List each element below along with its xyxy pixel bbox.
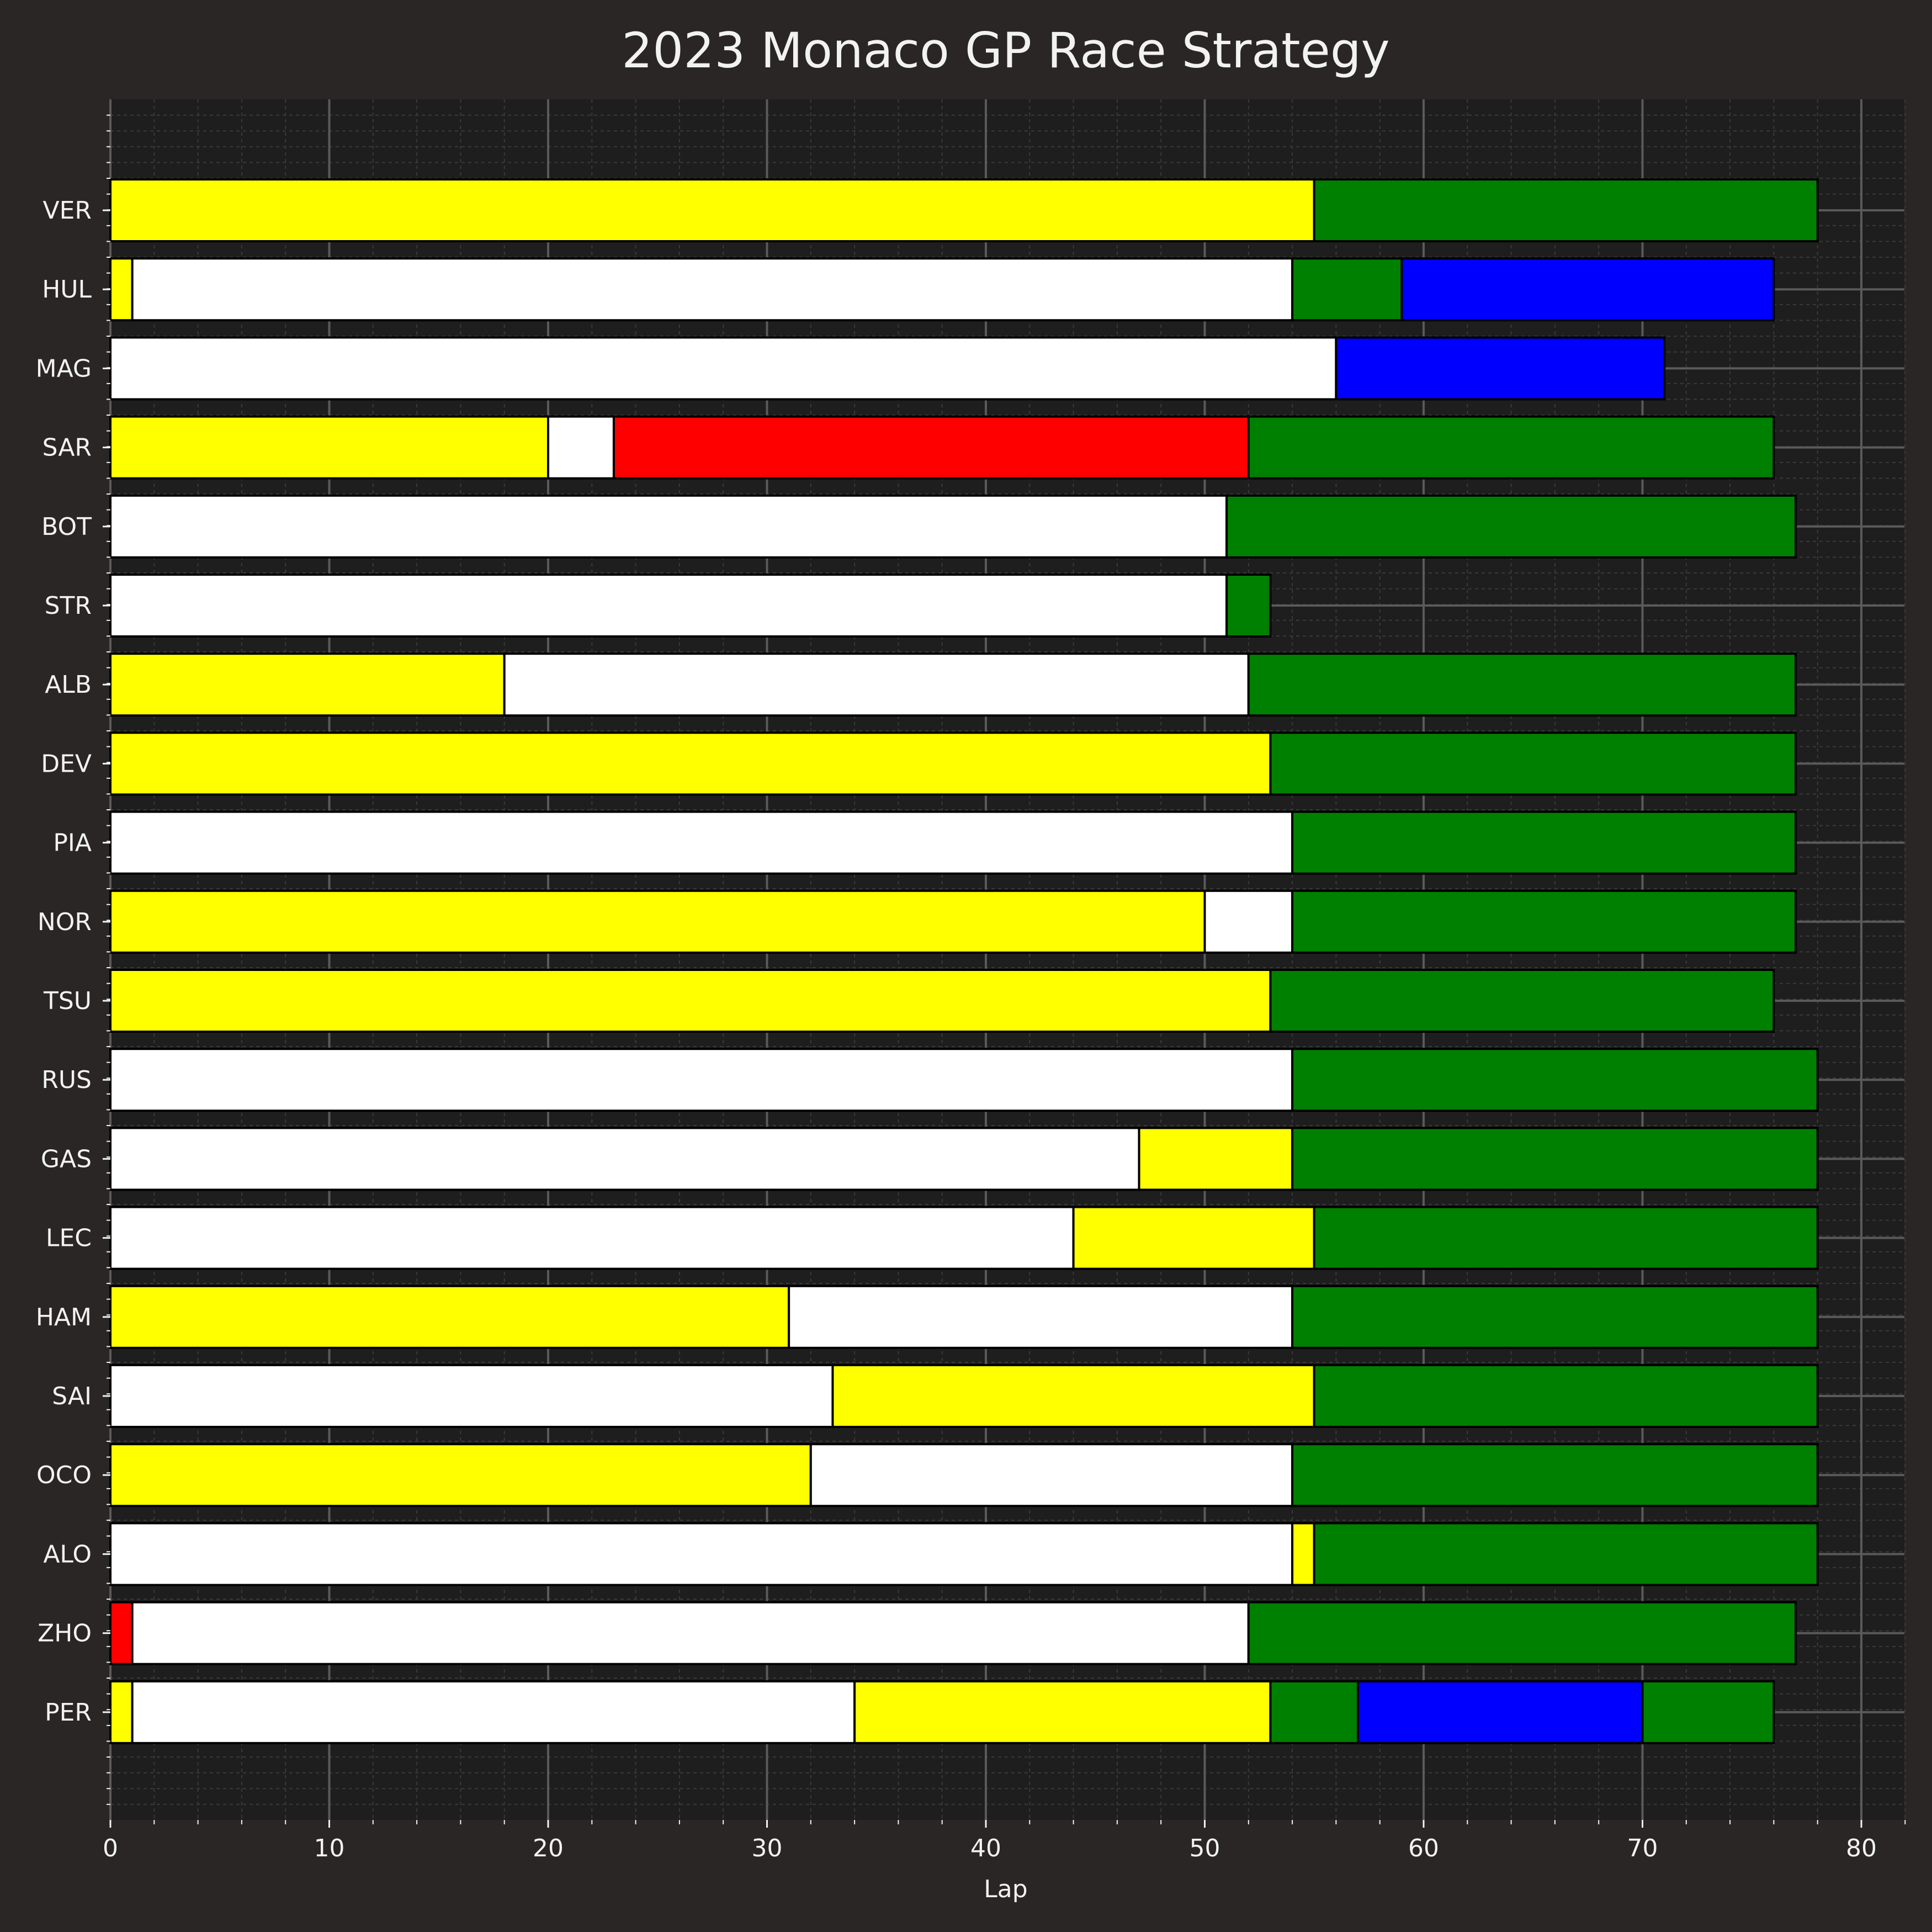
x-tick-label: 80: [1846, 1834, 1877, 1862]
driver-label-oco: OCO: [36, 1461, 92, 1489]
stint-bar-tsu-medium: [109, 969, 1272, 1033]
stint-bar-ver-medium: [109, 178, 1315, 242]
stint-bar-alo-hard: [109, 1522, 1294, 1586]
x-axis: 0 10 20 30 40 50 60 70 80: [103, 1820, 1906, 1862]
stint-bar-oco-hard: [809, 1443, 1294, 1508]
stint-bar-per-intermediate: [1269, 1680, 1360, 1744]
stint-bar-alo-intermediate: [1313, 1522, 1819, 1586]
stint-bar-hul-wet: [1400, 257, 1775, 322]
driver-label-alo: ALO: [43, 1540, 92, 1568]
stint-bar-str-hard: [109, 574, 1228, 638]
stint-bar-tsu-intermediate: [1269, 969, 1775, 1033]
driver-label-zho: ZHO: [38, 1620, 92, 1648]
stint-bar-per-medium: [109, 1680, 134, 1744]
stint-bar-sar-hard: [547, 415, 615, 480]
stint-bar-oco-medium: [109, 1443, 812, 1508]
driver-label-pia: PIA: [53, 829, 92, 857]
stint-bar-sai-medium: [831, 1364, 1315, 1428]
stint-bar-ham-medium: [109, 1285, 790, 1349]
stint-bar-rus-intermediate: [1291, 1048, 1819, 1112]
stint-bar-mag-wet: [1335, 336, 1666, 401]
x-tick-label: 20: [533, 1834, 564, 1862]
driver-label-dev: DEV: [41, 750, 92, 778]
stint-bar-hul-medium: [109, 257, 134, 322]
driver-label-sar: SAR: [43, 434, 92, 462]
stint-bar-pia-intermediate: [1291, 810, 1797, 875]
stint-bar-zho-soft: [109, 1601, 134, 1665]
stint-bar-gas-medium: [1138, 1127, 1294, 1191]
stint-bar-hul-intermediate: [1291, 257, 1403, 322]
x-tick-label: 70: [1627, 1834, 1658, 1862]
x-tick-label: 0: [103, 1834, 118, 1862]
stint-bar-alb-hard: [503, 652, 1250, 717]
stint-bars: [109, 178, 1819, 1744]
driver-label-gas: GAS: [41, 1145, 92, 1173]
stint-bar-mag-hard: [109, 336, 1337, 401]
driver-label-lec: LEC: [46, 1224, 92, 1252]
stint-bar-hul-hard: [131, 257, 1294, 322]
stint-bar-gas-intermediate: [1291, 1127, 1819, 1191]
driver-label-alb: ALB: [45, 671, 92, 699]
stint-bar-ver-intermediate: [1313, 178, 1819, 242]
driver-label-ver: VER: [43, 197, 92, 225]
stint-bar-sar-medium: [109, 415, 549, 480]
driver-label-rus: RUS: [41, 1066, 92, 1094]
stint-bar-str-intermediate: [1225, 574, 1272, 638]
driver-label-hul: HUL: [42, 275, 92, 304]
stint-bar-dev-medium: [109, 731, 1272, 796]
stint-bar-nor-hard: [1203, 889, 1294, 954]
stint-bar-bot-intermediate: [1225, 494, 1797, 559]
driver-label-str: STR: [45, 592, 92, 620]
stint-bar-per-medium: [853, 1680, 1272, 1744]
stint-bar-per-hard: [131, 1680, 856, 1744]
stint-bar-nor-medium: [109, 889, 1206, 954]
driver-label-per: PER: [45, 1699, 92, 1727]
x-tick-label: 10: [314, 1834, 345, 1862]
stint-bar-nor-intermediate: [1291, 889, 1797, 954]
x-tick-label: 60: [1408, 1834, 1439, 1862]
stint-bar-ham-hard: [788, 1285, 1294, 1349]
stint-bar-zho-hard: [131, 1601, 1250, 1665]
stint-bar-alo-medium: [1291, 1522, 1315, 1586]
stint-bar-lec-hard: [109, 1206, 1075, 1270]
driver-label-bot: BOT: [41, 513, 92, 541]
stint-bar-dev-intermediate: [1269, 731, 1797, 796]
stint-bar-sai-hard: [109, 1364, 834, 1428]
stint-bar-per-wet: [1357, 1680, 1644, 1744]
x-axis-label: Lap: [984, 1875, 1027, 1903]
driver-label-ham: HAM: [36, 1303, 92, 1331]
x-tick-label: 50: [1190, 1834, 1220, 1862]
stint-bar-sai-intermediate: [1313, 1364, 1819, 1428]
driver-label-nor: NOR: [38, 908, 92, 936]
stint-bar-ham-intermediate: [1291, 1285, 1819, 1349]
stint-bar-rus-hard: [109, 1048, 1294, 1112]
stint-bar-lec-intermediate: [1313, 1206, 1819, 1270]
driver-label-mag: MAG: [36, 354, 92, 383]
stint-bar-sar-soft: [612, 415, 1250, 480]
chart-title: 2023 Monaco GP Race Strategy: [622, 22, 1390, 79]
x-tick-label: 30: [752, 1834, 783, 1862]
stint-bar-per-intermediate: [1641, 1680, 1775, 1744]
stint-bar-sar-intermediate: [1247, 415, 1775, 480]
stint-bar-lec-medium: [1072, 1206, 1315, 1270]
stint-bar-gas-hard: [109, 1127, 1140, 1191]
stint-bar-alb-medium: [109, 652, 506, 717]
stint-bar-pia-hard: [109, 810, 1294, 875]
stint-bar-alb-intermediate: [1247, 652, 1797, 717]
stint-bar-bot-hard: [109, 494, 1228, 559]
driver-label-tsu: TSU: [43, 987, 92, 1015]
driver-label-sai: SAI: [52, 1382, 92, 1410]
stint-bar-zho-intermediate: [1247, 1601, 1797, 1665]
x-tick-label: 40: [970, 1834, 1001, 1862]
y-axis: VER HUL MAG SAR BOT STR ALB DEV PIA NOR TSU RUS GAS L…: [36, 114, 110, 1805]
stint-bar-oco-intermediate: [1291, 1443, 1819, 1508]
